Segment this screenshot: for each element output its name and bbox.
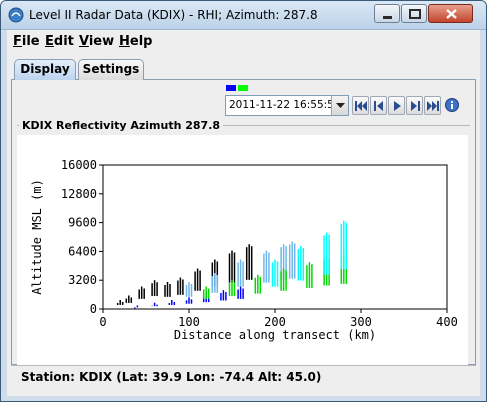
step-forward-icon [411, 101, 420, 111]
maximize-icon [409, 9, 421, 19]
time-value: 2011-11-22 16:55:54Z [229, 99, 348, 111]
green-color-swatch [238, 85, 248, 91]
divider [11, 365, 476, 366]
x-tick-label: 300 [350, 315, 372, 329]
last-frame-button[interactable] [424, 96, 441, 115]
station-status: Station: KDIX (Lat: 39.9 Lon: -74.4 Alt:… [21, 370, 322, 384]
window-title: Level II Radar Data (KDIX) - RHI; Azimut… [29, 8, 318, 22]
last-frame-icon [427, 101, 439, 111]
title-bar[interactable]: Level II Radar Data (KDIX) - RHI; Azimut… [1, 1, 486, 30]
x-tick-label: 100 [178, 315, 200, 329]
chevron-down-icon [336, 103, 345, 108]
y-axis-label: Altitude MSL (m) [30, 179, 44, 295]
blue-color-swatch [226, 85, 236, 91]
menu-view[interactable]: View [79, 34, 115, 49]
close-button[interactable] [428, 4, 473, 23]
rhi-chart: 0 100 200 300 400 0 3200 6400 9600 12800 16000 Dist… [30, 158, 458, 342]
info-button[interactable] [444, 96, 461, 115]
step-back-icon [374, 101, 383, 111]
chart-area: 0 100 200 300 400 0 3200 6400 9600 12800 16000 Dist… [17, 135, 468, 365]
y-tick-label: 0 [90, 302, 97, 316]
close-icon [446, 9, 457, 19]
y-tick-label: 12800 [61, 187, 97, 201]
plot-group [17, 125, 470, 365]
y-tick-label: 9600 [68, 216, 97, 230]
x-tick-label: 200 [264, 315, 286, 329]
first-frame-icon [355, 101, 367, 111]
app-icon [8, 7, 24, 23]
tab-settings[interactable]: Settings [78, 59, 144, 80]
y-tick-label: 16000 [61, 158, 97, 172]
y-tick-label: 6400 [68, 244, 97, 258]
chart-marks [116, 220, 348, 309]
series-0 [116, 244, 253, 305]
menu-help[interactable]: Help [119, 34, 153, 49]
menu-bar: File Edit View Help [7, 30, 480, 54]
y-tick-label: 3200 [68, 273, 97, 287]
play-icon [394, 101, 401, 111]
step-forward-button[interactable] [406, 96, 423, 115]
minimize-icon [383, 16, 392, 19]
info-icon [445, 98, 459, 112]
plot-title: KDIX Reflectivity Azimuth 287.8 [19, 119, 224, 132]
maximize-button[interactable] [401, 4, 427, 23]
x-axis-label: Distance along transect (km) [174, 328, 376, 342]
tab-display[interactable]: Display [14, 59, 76, 80]
chart-labels: 0 100 200 300 400 0 3200 6400 9600 12800 16000 Dist… [30, 158, 458, 342]
time-dropdown-button[interactable] [331, 96, 348, 115]
window-content: File Edit View Help Display Settings 201… [7, 30, 480, 396]
x-tick-label: 0 [99, 315, 106, 329]
step-back-button[interactable] [370, 96, 387, 115]
menu-edit[interactable]: Edit [45, 34, 74, 49]
series-4 [271, 220, 348, 287]
minimize-button[interactable] [374, 4, 400, 23]
play-button[interactable] [388, 96, 405, 115]
x-tick-label: 400 [436, 315, 458, 329]
menu-file[interactable]: File [13, 34, 40, 49]
chart-axes [99, 164, 448, 313]
first-frame-button[interactable] [352, 96, 369, 115]
time-selector[interactable]: 2011-11-22 16:55:54Z [225, 95, 349, 116]
